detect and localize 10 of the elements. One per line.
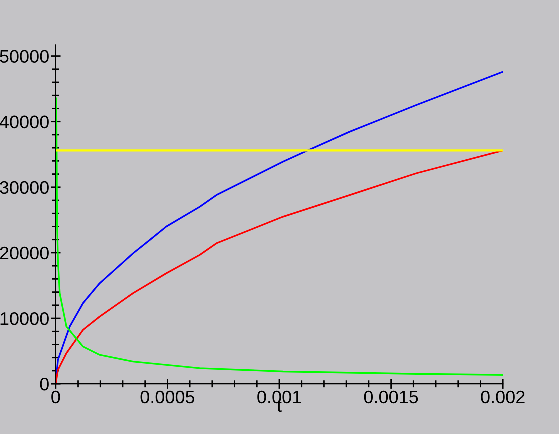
y-tick-label: 20000 <box>0 246 49 260</box>
y-tick-label: 10000 <box>0 312 49 326</box>
x-tick-label: 0 <box>52 390 60 404</box>
x-tick-label: 0.002 <box>481 390 525 404</box>
y-tick-label: 30000 <box>0 181 49 194</box>
y-tick-label: 40000 <box>0 116 49 129</box>
x-tick-label: 0.0005 <box>140 390 195 404</box>
x-tick-label: 0.0015 <box>364 390 418 404</box>
y-tick-label: 50000 <box>0 50 49 63</box>
y-tick-label: 0 <box>40 378 49 391</box>
